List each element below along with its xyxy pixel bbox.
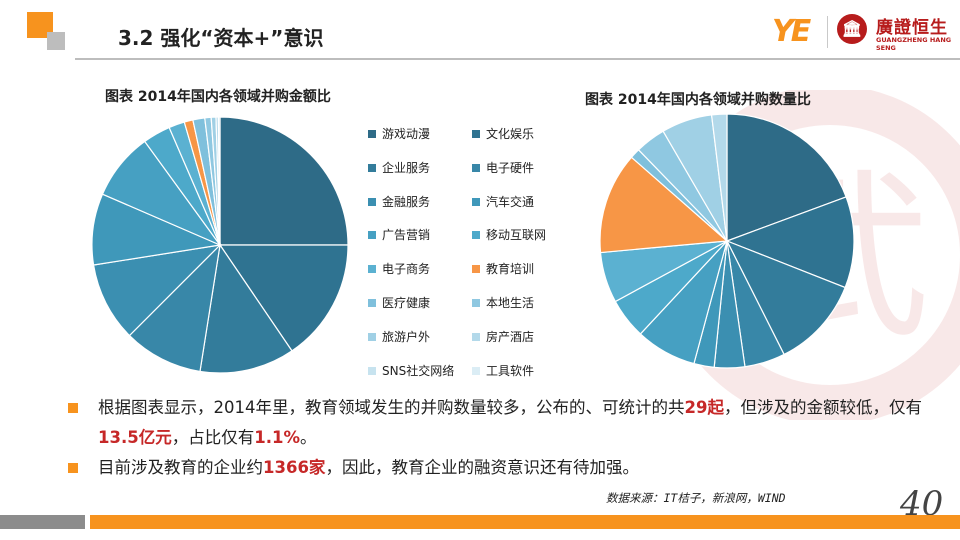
title-divider — [75, 58, 960, 60]
bullet-text: ，占比仅有 — [171, 428, 255, 447]
legend-label: 本地生活 — [486, 296, 535, 310]
company-seal-icon: 🏛 — [837, 14, 867, 44]
chart-title-amount: 图表 2014年国内各领域并购金额比 — [105, 89, 331, 105]
highlight-text: 1366家 — [263, 458, 326, 477]
legend-item: 电子硬件 — [472, 159, 534, 176]
legend-swatch — [368, 265, 376, 274]
highlight-text: 29起 — [684, 398, 724, 417]
bullet-text: ，因此，教育企业的融资意识还有待加强。 — [325, 458, 639, 477]
legend-label: 房产酒店 — [486, 329, 535, 344]
legend-item: 广告营销 — [368, 226, 430, 243]
bullet-text: ，但涉及的金额较低，仅有 — [723, 398, 922, 417]
legend-label: 医疗健康 — [382, 296, 431, 310]
legend-item: 金融服务 — [368, 193, 430, 210]
legend-label: 电子商务 — [382, 262, 431, 277]
legend-item: SNS社交网络 — [368, 362, 454, 379]
highlight-text: 1.1% — [254, 428, 300, 447]
pie-slice-房产酒店 — [710, 113, 728, 242]
bullet-list: 根据图表显示，2014年里，教育领域发生的并购数量较多，公布的、可统计的共29起… — [68, 393, 928, 483]
legend-item: 本地生活 — [472, 294, 534, 311]
legend-label: 旅游户外 — [382, 329, 431, 344]
legend-label: 游戏动漫 — [382, 127, 431, 141]
legend-item: 电子商务 — [368, 260, 430, 277]
legend-label: 广告营销 — [382, 228, 431, 243]
legend-swatch — [368, 197, 376, 206]
bullet-text: 目前涉及教育的企业约 — [98, 458, 263, 477]
pie-slice-电子硬件 — [128, 243, 221, 373]
legend-label: 金融服务 — [382, 194, 431, 209]
legend-swatch — [368, 366, 376, 375]
pie-slice-游戏动漫 — [726, 113, 847, 242]
pie-slice-教育培训 — [599, 156, 729, 254]
pie-slice-金融服务 — [92, 244, 222, 337]
legend-label: 汽车交通 — [486, 194, 535, 209]
legend-swatch — [368, 299, 376, 307]
legend-item: 企业服务 — [368, 159, 430, 176]
legend-swatch — [472, 265, 480, 274]
logo-divider — [827, 16, 828, 48]
legend-item: 移动互联网 — [472, 226, 546, 243]
company-name-en: GUANGZHENG HANG SENG — [876, 36, 952, 52]
highlight-text: 13.5亿元 — [98, 428, 172, 447]
legend-item: 游戏动漫 — [368, 125, 430, 142]
legend-item: 医疗健康 — [368, 294, 430, 311]
slide-title: 3.2 强化“资本+”意识 — [118, 26, 324, 50]
bullet-text: 根据图表显示，2014年里，教育领域发生的并购数量较多，公布的、可统计的共 — [98, 398, 685, 417]
legend-label: 工具软件 — [486, 363, 535, 378]
company-name-cn: 廣證恒生 — [876, 18, 948, 38]
legend-swatch — [368, 130, 376, 138]
legend-swatch — [472, 197, 480, 206]
footer-bar-orange — [90, 515, 960, 529]
legend-item: 工具软件 — [472, 362, 534, 379]
pie-slice-SNS社交网络 — [217, 116, 221, 246]
legend-swatch — [368, 231, 376, 240]
pie-slice-文化娱乐 — [218, 244, 349, 352]
legend-item: 文化娱乐 — [472, 125, 534, 142]
bullet-marker-icon — [68, 463, 78, 473]
pie-slice-企业服务 — [199, 243, 293, 374]
legend-swatch — [472, 231, 480, 240]
legend-swatch — [472, 130, 480, 138]
bullet-marker-icon — [68, 403, 78, 413]
bullet-item: 根据图表显示，2014年里，教育领域发生的并购数量较多，公布的、可统计的共29起… — [68, 393, 928, 453]
legend-swatch — [472, 332, 480, 341]
legend-swatch — [472, 366, 480, 375]
bullet-item: 目前涉及教育的企业约1366家，因此，教育企业的融资意识还有待加强。 — [68, 453, 928, 483]
legend-swatch — [368, 332, 376, 341]
data-source-note: 数据来源：IT桔子，新浪网，WIND — [606, 491, 786, 505]
legend-label: 文化娱乐 — [486, 127, 535, 141]
legend-swatch — [368, 163, 376, 172]
legend-item: 汽车交通 — [472, 193, 534, 210]
legend-item: 旅游户外 — [368, 328, 430, 345]
pie-slice-文化娱乐 — [725, 196, 855, 289]
chart-title-count: 图表 2014年国内各领域并购数量比 — [585, 92, 811, 108]
legend-swatch — [472, 299, 480, 307]
corner-gray-square — [47, 32, 65, 50]
pie-chart-count — [599, 113, 855, 369]
company-logo-ye: YE — [772, 14, 811, 49]
legend-label: 企业服务 — [382, 160, 431, 175]
bullet-text: 。 — [299, 428, 317, 447]
legend-label: 移动互联网 — [486, 228, 547, 243]
legend-item: 教育培训 — [472, 260, 534, 277]
legend-label: SNS社交网络 — [382, 363, 455, 378]
legend-swatch — [472, 163, 480, 172]
pie-chart-amount — [91, 116, 349, 374]
pie-slice-企业服务 — [725, 239, 846, 356]
footer-bar-gray — [0, 515, 85, 529]
legend-label: 教育培训 — [486, 262, 535, 277]
pie-slice-游戏动漫 — [219, 116, 349, 246]
legend-item: 房产酒店 — [472, 328, 534, 345]
legend-label: 电子硬件 — [486, 160, 535, 175]
